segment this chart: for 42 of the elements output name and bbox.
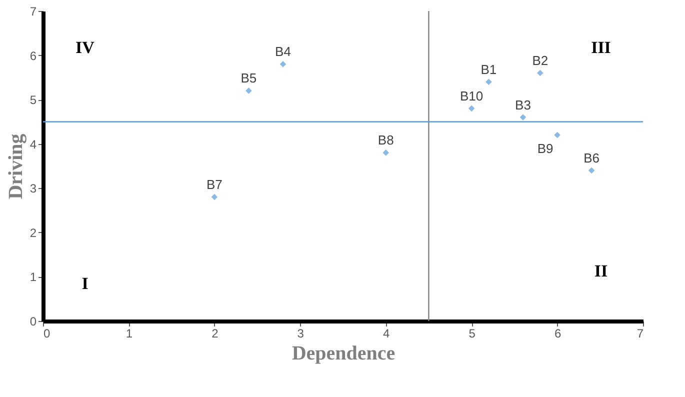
x-tick-label: 2 bbox=[212, 326, 219, 340]
annotation: B4 bbox=[275, 44, 291, 60]
x-tick-label: 3 bbox=[297, 326, 304, 340]
x-axis-title: Dependence bbox=[292, 342, 396, 364]
x-tick-label: 4 bbox=[383, 326, 390, 340]
point bbox=[246, 88, 252, 94]
point bbox=[554, 132, 560, 138]
point bbox=[588, 167, 595, 174]
annotation: B8 bbox=[378, 132, 394, 148]
y-axis-title: Driving bbox=[4, 134, 27, 200]
annotation: B6 bbox=[584, 150, 600, 166]
annotation: B3 bbox=[515, 97, 531, 112]
point bbox=[211, 194, 218, 200]
point bbox=[486, 78, 492, 86]
x-tick-label: 6 bbox=[554, 326, 562, 340]
y-tick-label: 7 bbox=[30, 4, 37, 18]
annotation: II bbox=[594, 261, 608, 280]
x-tick-label: 1 bbox=[126, 326, 133, 340]
annotation: III bbox=[591, 38, 612, 58]
x-tick-label: 5 bbox=[468, 326, 476, 340]
annotation: IV bbox=[76, 38, 96, 58]
y-tick-label: 2 bbox=[30, 226, 37, 240]
x-tick-label: 0 bbox=[44, 326, 50, 340]
point bbox=[536, 70, 544, 76]
y-tick-label: 0 bbox=[30, 314, 37, 328]
y-tick-label: 5 bbox=[30, 93, 37, 108]
annotation: I bbox=[82, 274, 89, 293]
annotation: B7 bbox=[206, 177, 222, 192]
y-tick-label: 4 bbox=[30, 137, 37, 152]
x-tick-label: 7 bbox=[636, 326, 644, 340]
point bbox=[382, 150, 390, 156]
annotation: B2 bbox=[532, 53, 548, 68]
y-tick-label: 1 bbox=[30, 270, 37, 284]
point bbox=[520, 114, 526, 120]
annotation: B10 bbox=[460, 88, 484, 104]
point bbox=[468, 105, 475, 112]
y-tick-label: 3 bbox=[30, 182, 37, 196]
annotation: B9 bbox=[537, 141, 554, 156]
y-tick-label: 6 bbox=[30, 48, 37, 63]
annotation: B5 bbox=[240, 70, 257, 86]
annotation: B1 bbox=[480, 62, 497, 77]
point bbox=[280, 60, 286, 68]
